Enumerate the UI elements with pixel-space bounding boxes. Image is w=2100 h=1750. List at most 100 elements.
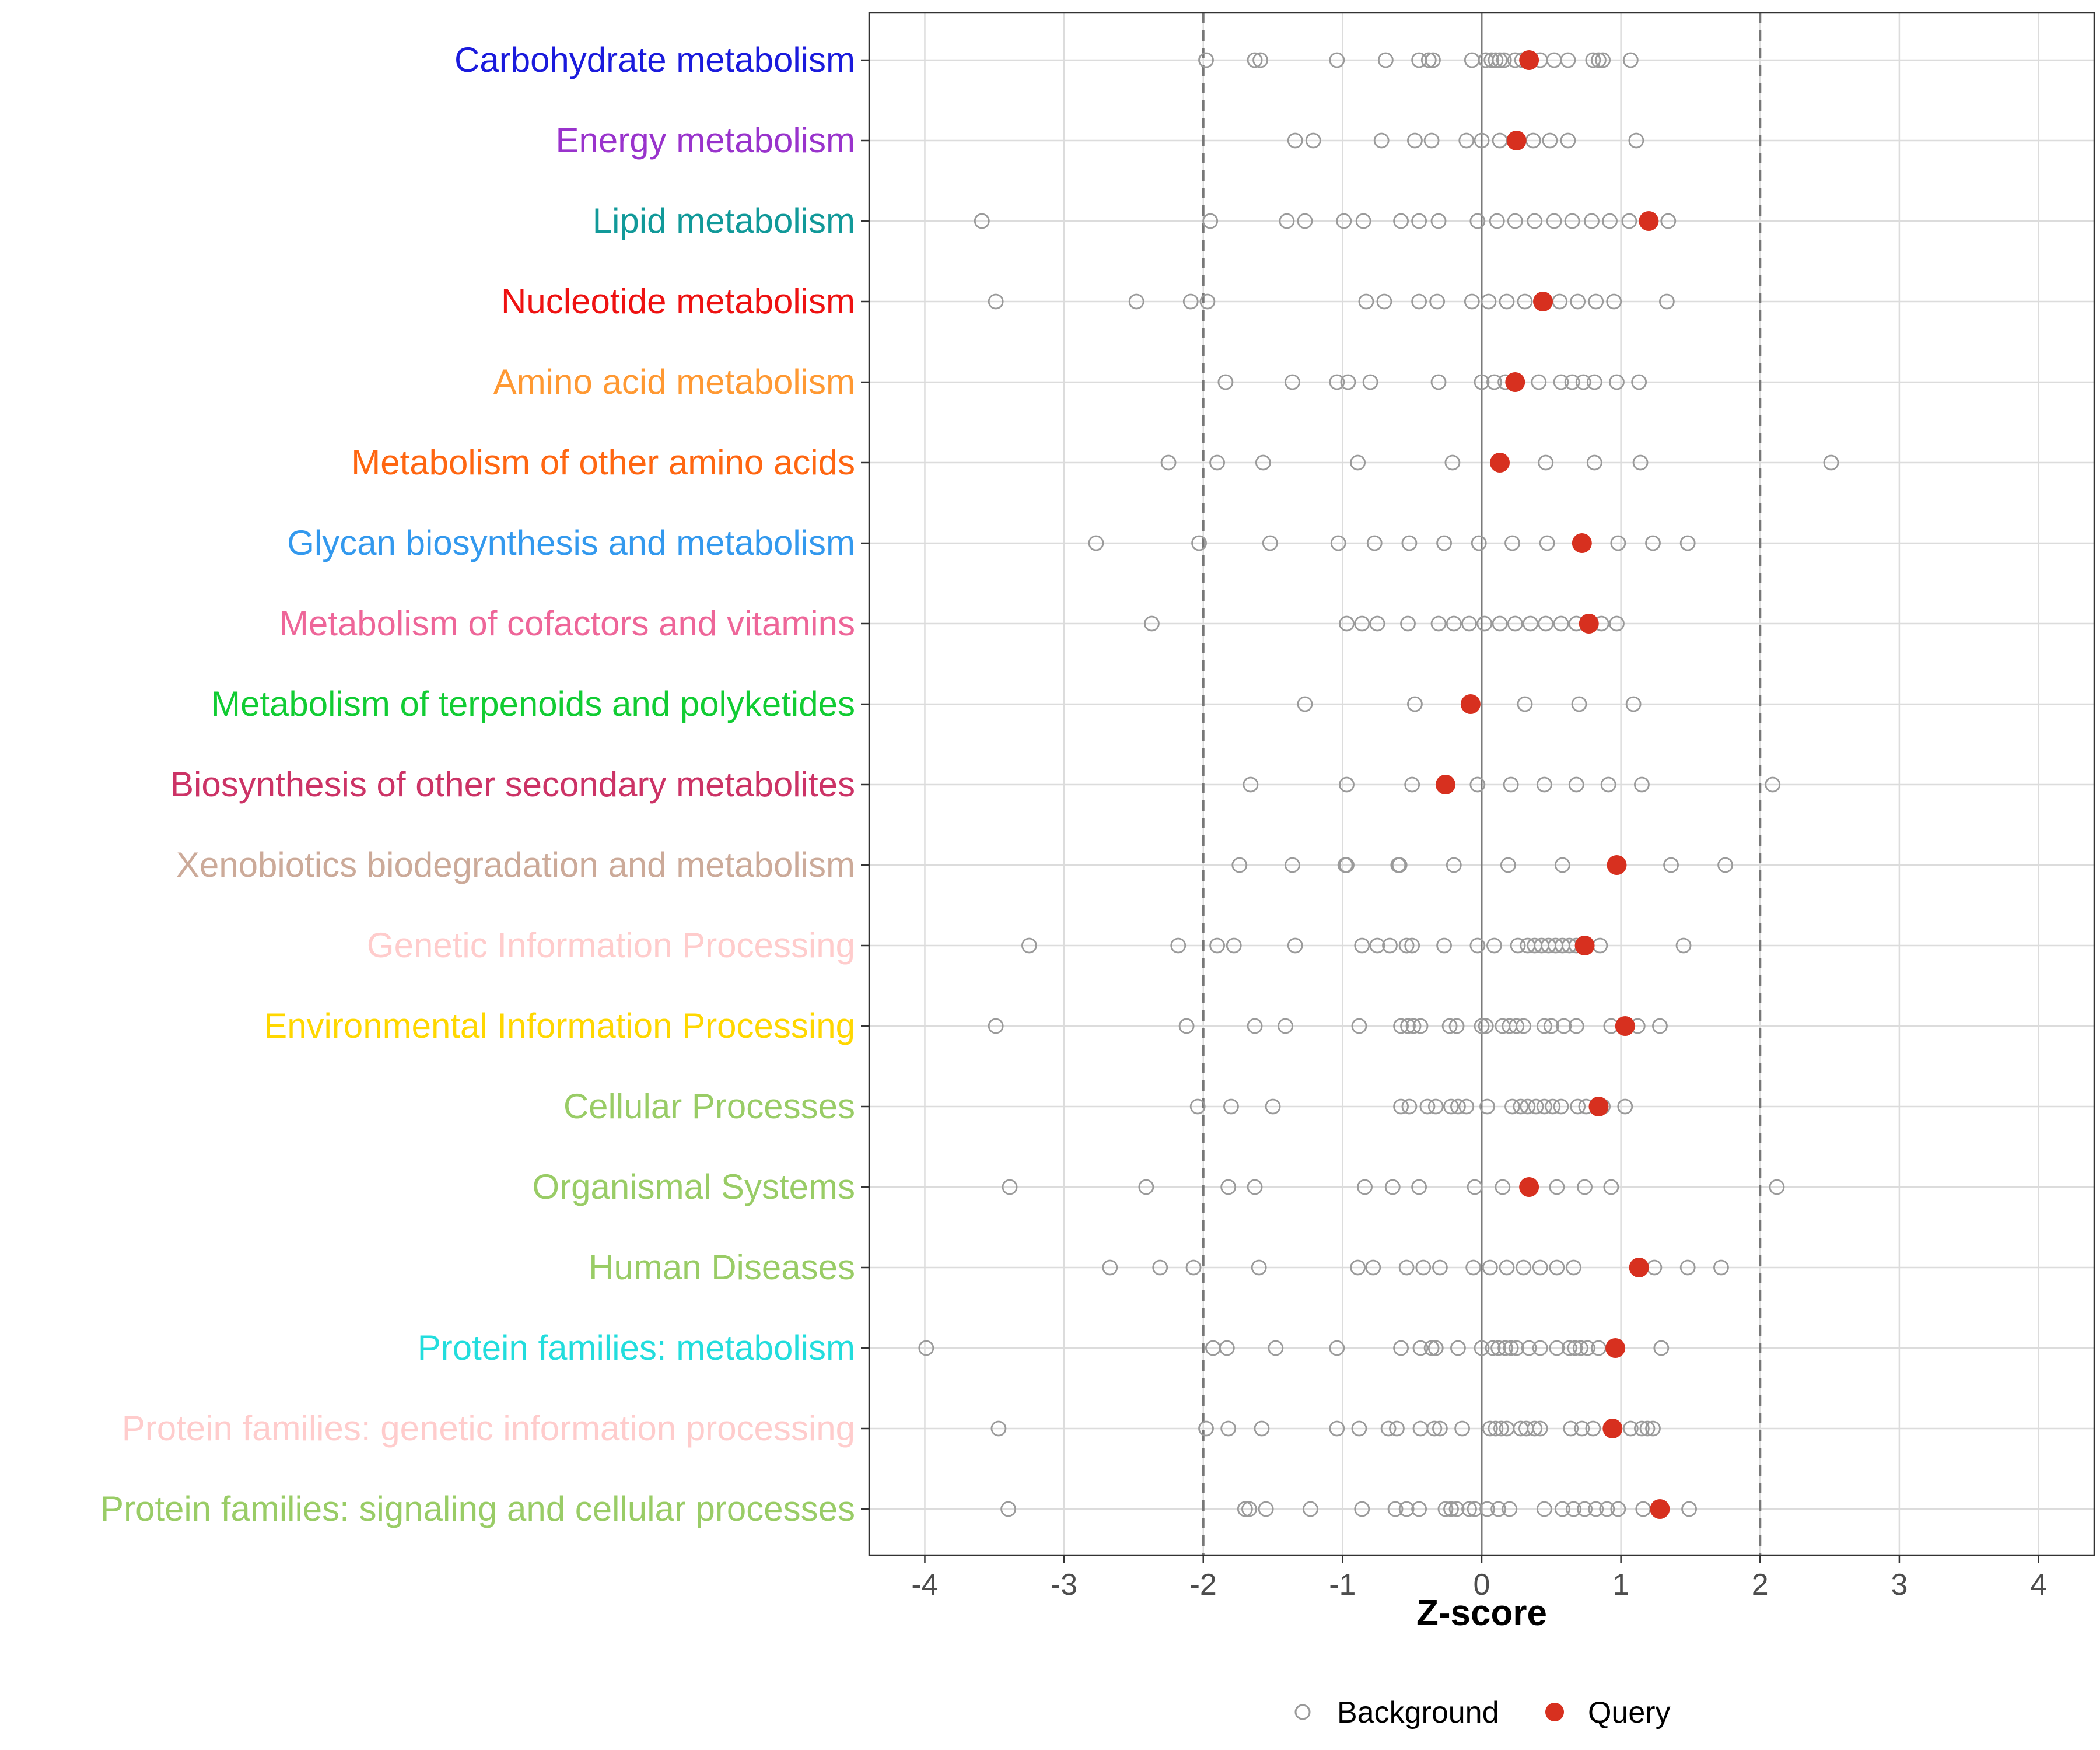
background-point	[1634, 776, 1650, 793]
background-point	[1436, 937, 1452, 954]
category-label: Carbohydrate metabolism	[454, 40, 855, 79]
query-point	[1435, 775, 1455, 794]
background-point	[1297, 696, 1313, 712]
background-point	[1000, 1501, 1017, 1517]
category-label: Metabolism of terpenoids and polyketides	[211, 684, 855, 723]
background-point	[1446, 857, 1462, 873]
background-point	[1354, 937, 1370, 954]
background-point	[1387, 1501, 1404, 1517]
background-point	[1021, 937, 1037, 954]
query-point	[1605, 1338, 1626, 1358]
background-point	[1407, 696, 1423, 712]
background-point	[1411, 1179, 1427, 1195]
background-point	[1536, 776, 1552, 793]
background-point	[1351, 1420, 1367, 1437]
background-point	[1490, 1501, 1507, 1517]
background-point	[1532, 1340, 1548, 1356]
background-point	[1536, 1501, 1552, 1517]
background-point	[1566, 1259, 1581, 1276]
background-point	[1499, 293, 1515, 310]
category-label: Cellular Processes	[564, 1087, 855, 1126]
background-point	[1287, 132, 1303, 149]
x-tick-label: -1	[1329, 1568, 1356, 1602]
background-point	[1329, 52, 1345, 68]
background-point	[1209, 454, 1225, 471]
x-axis-title: Z-score	[1416, 1593, 1547, 1633]
background-point	[1599, 1501, 1615, 1517]
background-point	[1513, 1098, 1529, 1115]
background-point	[1564, 374, 1580, 390]
background-point	[1492, 52, 1508, 68]
background-point	[1496, 52, 1512, 68]
background-point	[1450, 1340, 1466, 1356]
category-label: Metabolism of other amino acids	[351, 443, 855, 482]
query-point	[1533, 292, 1553, 312]
category-label: Protein families: signaling and cellular…	[100, 1489, 855, 1528]
background-point	[1152, 1259, 1168, 1276]
background-point	[1287, 937, 1303, 954]
background-point	[1262, 535, 1278, 551]
background-point	[1527, 1420, 1543, 1437]
query-point	[1588, 1097, 1609, 1116]
background-point	[1586, 374, 1602, 390]
background-point	[1423, 132, 1440, 149]
background-point	[1507, 615, 1523, 632]
background-point	[1522, 615, 1538, 632]
query-points	[1435, 50, 1670, 1519]
query-point	[1629, 1258, 1649, 1278]
background-point	[1369, 937, 1385, 954]
background-point	[1645, 535, 1661, 551]
background-point	[1617, 1098, 1633, 1115]
category-label: Environmental Information Processing	[264, 1006, 855, 1045]
background-point	[1369, 615, 1385, 632]
background-point	[1398, 937, 1415, 954]
background-point	[1384, 1179, 1401, 1195]
background-point	[1549, 1340, 1565, 1356]
background-point	[1398, 1501, 1415, 1517]
background-point	[1389, 1420, 1405, 1437]
background-point	[1362, 374, 1378, 390]
background-point	[1538, 615, 1554, 632]
background-point	[1568, 1018, 1584, 1034]
background-point	[1329, 1420, 1345, 1437]
background-point	[1517, 293, 1533, 310]
legend: Background Query	[1294, 1696, 1671, 1730]
background-point	[1441, 1018, 1458, 1034]
background-point	[1242, 776, 1259, 793]
background-point	[1570, 293, 1586, 310]
background-point	[1543, 1018, 1559, 1034]
background-point	[1255, 454, 1271, 471]
background-point	[1517, 696, 1533, 712]
query-point	[1606, 855, 1627, 875]
background-point	[1553, 374, 1569, 390]
background-point	[1586, 454, 1602, 471]
background-point	[1482, 1420, 1498, 1437]
background-point	[1567, 1340, 1583, 1356]
background-point	[1585, 1420, 1601, 1437]
background-point	[1474, 132, 1490, 149]
background-point	[1479, 1501, 1495, 1517]
background-point	[1588, 1501, 1604, 1517]
background-point	[1568, 776, 1584, 793]
background-point	[1663, 857, 1679, 873]
background-point	[1493, 1420, 1509, 1437]
background-point	[1443, 1098, 1459, 1115]
background-point	[1482, 1259, 1498, 1276]
background-point	[1516, 1259, 1531, 1276]
background-point	[1412, 1018, 1429, 1034]
query-point	[1615, 1016, 1635, 1036]
background-point	[1507, 213, 1523, 229]
background-point	[1609, 615, 1625, 632]
background-point	[1466, 1179, 1483, 1195]
background-point	[1474, 1340, 1490, 1356]
background-point	[1516, 1018, 1531, 1034]
query-point	[1639, 211, 1659, 231]
category-label: Metabolism of cofactors and vitamins	[279, 604, 855, 643]
background-point	[1198, 1420, 1214, 1437]
background-point	[1330, 535, 1346, 551]
background-point	[1561, 1340, 1577, 1356]
background-point	[1521, 1340, 1537, 1356]
background-point	[1508, 1018, 1525, 1034]
